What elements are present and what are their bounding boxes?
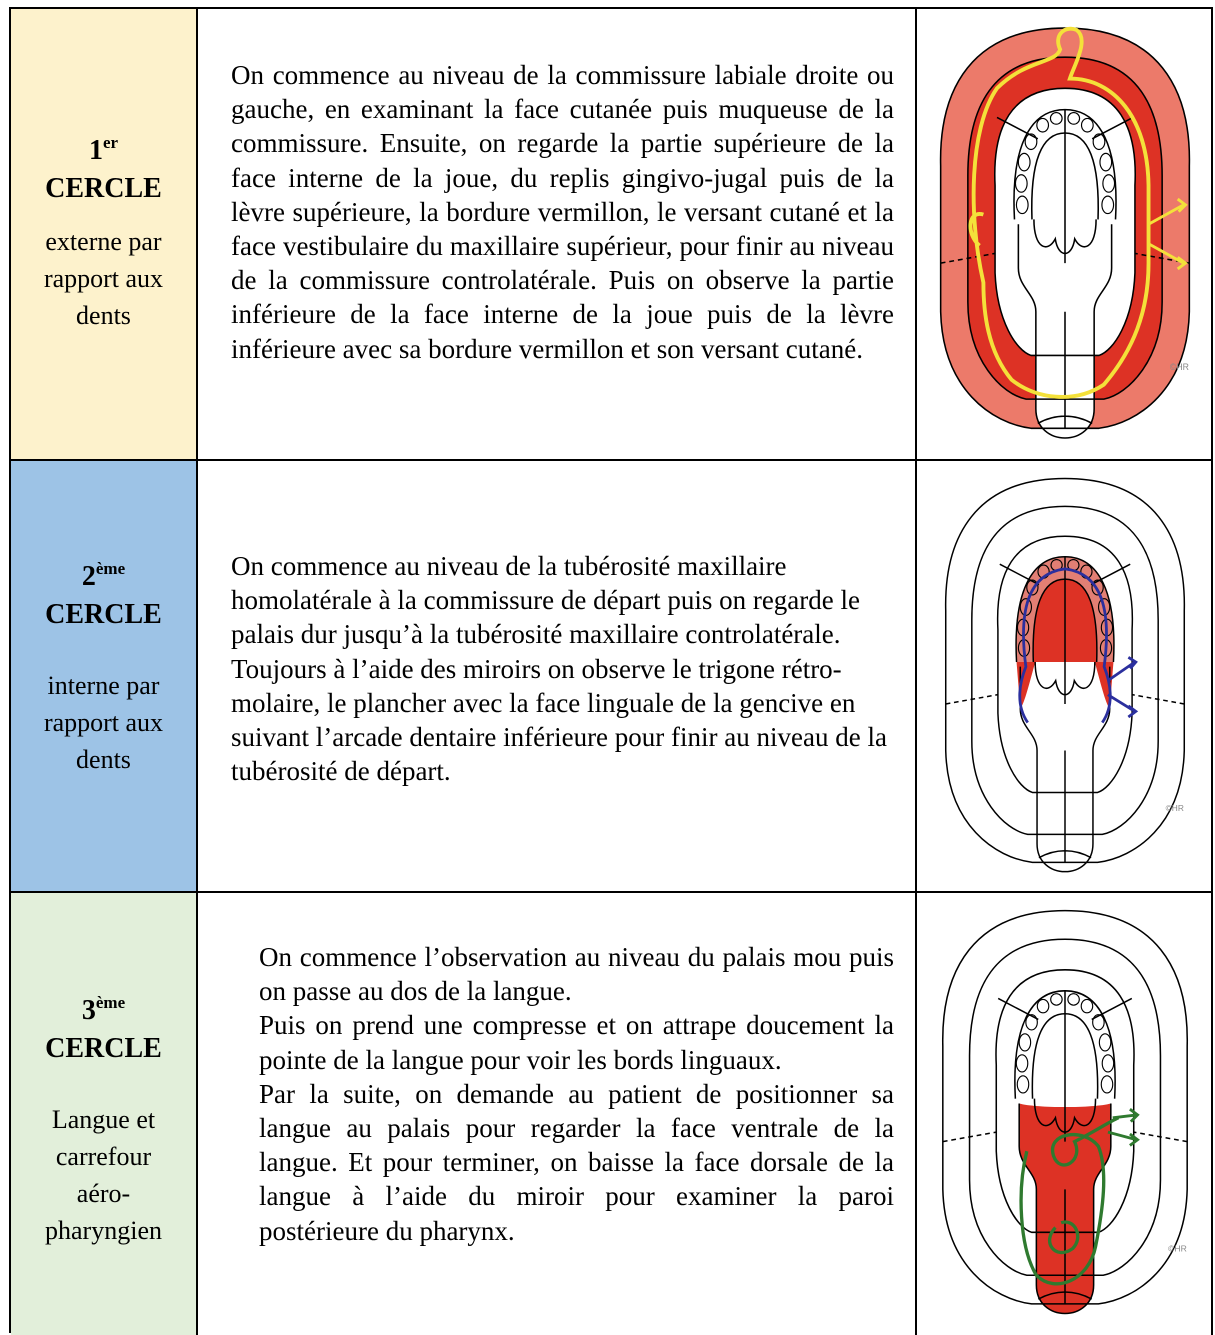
circle-title: CERCLE	[45, 599, 162, 630]
illustration: ©HR	[929, 903, 1201, 1323]
paragraph: On commence au niveau de la commissure l…	[231, 60, 894, 364]
credit: ©HR	[1170, 362, 1189, 372]
paragraph: Puis on prend une compresse et on attrap…	[259, 1010, 894, 1075]
description: On commence au niveau de la tubérosité m…	[198, 461, 917, 891]
circle-number: 3ème	[11, 993, 196, 1027]
illustration: ©HR	[929, 26, 1201, 449]
table-row: 2ème CERCLE interne par rapport aux dent…	[11, 461, 1213, 893]
paragraph: Toujours à l’aide des miroirs on observe…	[231, 653, 887, 787]
paragraph: On commence au niveau de la tubérosité m…	[231, 551, 861, 650]
paragraph: On commence l’observation au niveau du p…	[259, 942, 894, 1007]
description: On commence l’observation au niveau du p…	[198, 893, 917, 1335]
circle-title: CERCLE	[45, 1033, 162, 1064]
number-suffix: ème	[95, 559, 126, 578]
number: 3	[81, 995, 96, 1026]
number-suffix: er	[102, 133, 119, 152]
row-header: 2ème CERCLE interne par rapport aux dent…	[11, 461, 198, 891]
number: 1	[88, 135, 103, 166]
circle-number: 2ème	[11, 559, 196, 593]
circle-subtitle: externe par rapport aux dents	[43, 227, 164, 330]
circle-subtitle: interne par rapport aux dents	[43, 671, 164, 774]
table-row: 1er CERCLE externe par rapport aux dents…	[11, 9, 1213, 461]
table: 1er CERCLE externe par rapport aux dents…	[9, 7, 1213, 1335]
illustration-cell: ©HR	[917, 9, 1213, 459]
row-header: 3ème CERCLE Langue et carrefour aéro-pha…	[11, 893, 198, 1335]
description: On commence au niveau de la commissure l…	[198, 9, 917, 459]
illustration-cell: ©HR	[917, 893, 1213, 1335]
paragraph: Par la suite, on demande au patient de p…	[259, 1078, 894, 1246]
number-suffix: ème	[95, 993, 126, 1012]
credit: ©HR	[1166, 803, 1184, 813]
circle-title: CERCLE	[45, 173, 162, 204]
number: 2	[81, 561, 96, 592]
circle-subtitle: Langue et carrefour aéro-pharyngien	[45, 1105, 162, 1245]
table-row: 3ème CERCLE Langue et carrefour aéro-pha…	[11, 893, 1213, 1335]
circle-number: 1er	[11, 133, 196, 167]
illustration: ©HR	[929, 471, 1201, 881]
illustration-cell: ©HR	[917, 461, 1213, 891]
row-header: 1er CERCLE externe par rapport aux dents	[11, 9, 198, 459]
credit: ©HR	[1168, 1243, 1187, 1253]
